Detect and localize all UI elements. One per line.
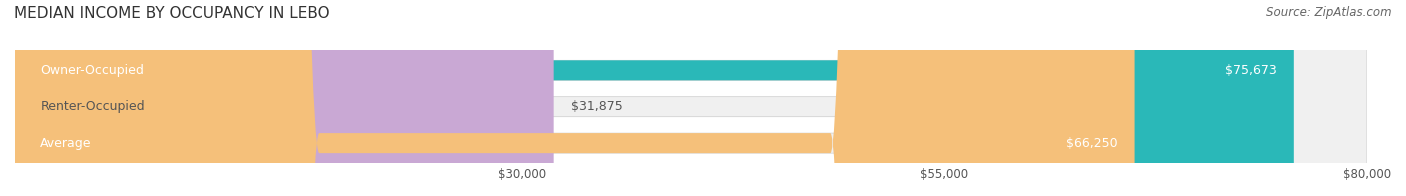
Text: Owner-Occupied: Owner-Occupied: [41, 64, 145, 77]
Text: Source: ZipAtlas.com: Source: ZipAtlas.com: [1267, 6, 1392, 19]
FancyBboxPatch shape: [15, 0, 1367, 196]
Text: Renter-Occupied: Renter-Occupied: [41, 100, 145, 113]
FancyBboxPatch shape: [15, 0, 1367, 196]
Text: $31,875: $31,875: [571, 100, 623, 113]
FancyBboxPatch shape: [15, 0, 1294, 196]
FancyBboxPatch shape: [15, 0, 1367, 196]
Text: $75,673: $75,673: [1225, 64, 1277, 77]
Text: MEDIAN INCOME BY OCCUPANCY IN LEBO: MEDIAN INCOME BY OCCUPANCY IN LEBO: [14, 6, 329, 21]
FancyBboxPatch shape: [15, 0, 554, 196]
Text: Average: Average: [41, 137, 91, 150]
FancyBboxPatch shape: [15, 0, 1135, 196]
Text: $66,250: $66,250: [1066, 137, 1118, 150]
